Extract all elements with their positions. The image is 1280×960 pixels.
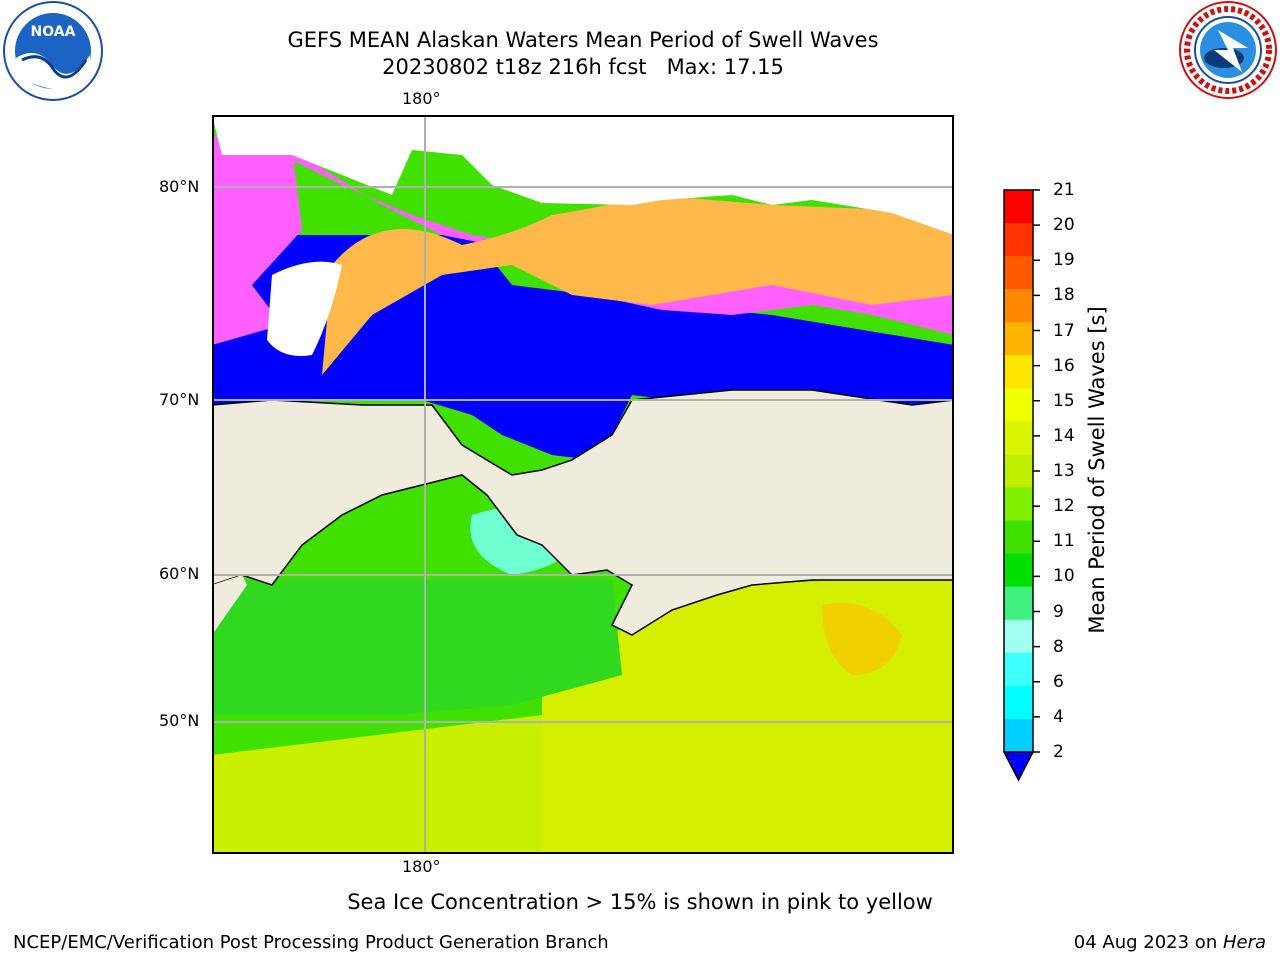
lon-label-top: 180° [402, 89, 441, 108]
colorbar [1002, 189, 1040, 782]
colorbar-segment [1004, 289, 1033, 323]
colorbar-extend-triangle [1002, 751, 1035, 782]
bering-sea-green [212, 580, 622, 715]
chart-subtitle: 20230802 t18z 216h fcst Max: 17.15 [382, 55, 784, 79]
colorbar-segment [1004, 454, 1033, 489]
colorbar-tick-label: 15 [1053, 390, 1075, 411]
swell-orange-patch [822, 603, 902, 675]
land-west-chukotka [212, 575, 247, 635]
colorbar-tick-label: 9 [1053, 601, 1064, 622]
colorbar-tick-label: 17 [1053, 320, 1075, 341]
footer-left: NCEP/EMC/Verification Post Processing Pr… [13, 932, 609, 953]
footer-right: 04 Aug 2023 on Hera [1074, 932, 1266, 953]
colorbar-tick-label: 2 [1053, 742, 1064, 762]
colorbar-segment [1004, 190, 1033, 224]
swell-yellow-zone-south [212, 715, 542, 854]
map-panel [212, 115, 954, 854]
colorbar-segment [1004, 388, 1033, 422]
sea-ice-note: Sea Ice Concentration > 15% is shown in … [347, 890, 933, 914]
lat-label-50n: 50°N [159, 711, 200, 730]
lon-label-bottom: 180° [402, 857, 441, 876]
lat-label-70n: 70°N [159, 390, 200, 409]
sea-ice-orange-north [212, 115, 954, 235]
colorbar-segment [1004, 223, 1033, 257]
colorbar-tick-label: 12 [1053, 496, 1075, 517]
footer-host: Hera [1222, 932, 1266, 953]
colorbar-tick-label: 14 [1053, 425, 1075, 446]
colorbar-segment [1004, 421, 1033, 455]
noaa-logo-text: NOAA [31, 24, 76, 40]
footer-date: 04 Aug 2023 on [1073, 932, 1223, 953]
colorbar-tick-label: 20 [1053, 215, 1075, 236]
colorbar-segment [1004, 685, 1033, 720]
map-border [212, 115, 954, 854]
colorbar-segment [1004, 619, 1033, 654]
sea-ice-pink-west [212, 140, 302, 345]
chart-title: GEFS MEAN Alaskan Waters Mean Period of … [287, 28, 879, 52]
no-data-white-patch [267, 261, 342, 356]
colorbar-tick-label: 6 [1053, 671, 1064, 692]
colorbar-tick-label: 10 [1053, 566, 1075, 587]
colorbar-segment [1004, 652, 1033, 687]
colorbar-segment [1004, 553, 1033, 588]
colorbar-tick-label: 21 [1053, 180, 1075, 200]
colorbar-tick-label: 8 [1053, 636, 1064, 657]
colorbar-label-text: Mean Period of Swell Waves [s] [1085, 306, 1109, 634]
colorbar-tick-label: 16 [1053, 355, 1075, 376]
lat-label-80n: 80°N [159, 177, 200, 196]
nws-logo [1179, 1, 1277, 99]
colorbar-segment [1004, 256, 1033, 290]
colorbar-segment [1004, 487, 1033, 522]
colorbar-segment [1004, 718, 1033, 753]
colorbar-segment [1004, 586, 1033, 621]
colorbar-tick-label: 18 [1053, 285, 1075, 306]
colorbar-segment [1004, 520, 1033, 555]
sea-ice-orange [322, 195, 954, 375]
lat-label-60n: 60°N [159, 564, 200, 583]
colorbar-segment [1004, 355, 1033, 389]
colorbar-tick-label: 13 [1053, 461, 1075, 481]
land-asia-alaska [212, 389, 954, 636]
noaa-logo: NOAA [3, 1, 103, 101]
colorbar-tick-label: 19 [1053, 250, 1075, 271]
colorbar-tick-label: 4 [1053, 706, 1064, 727]
colorbar-tick-label: 11 [1053, 531, 1075, 552]
colorbar-segment [1004, 322, 1033, 356]
